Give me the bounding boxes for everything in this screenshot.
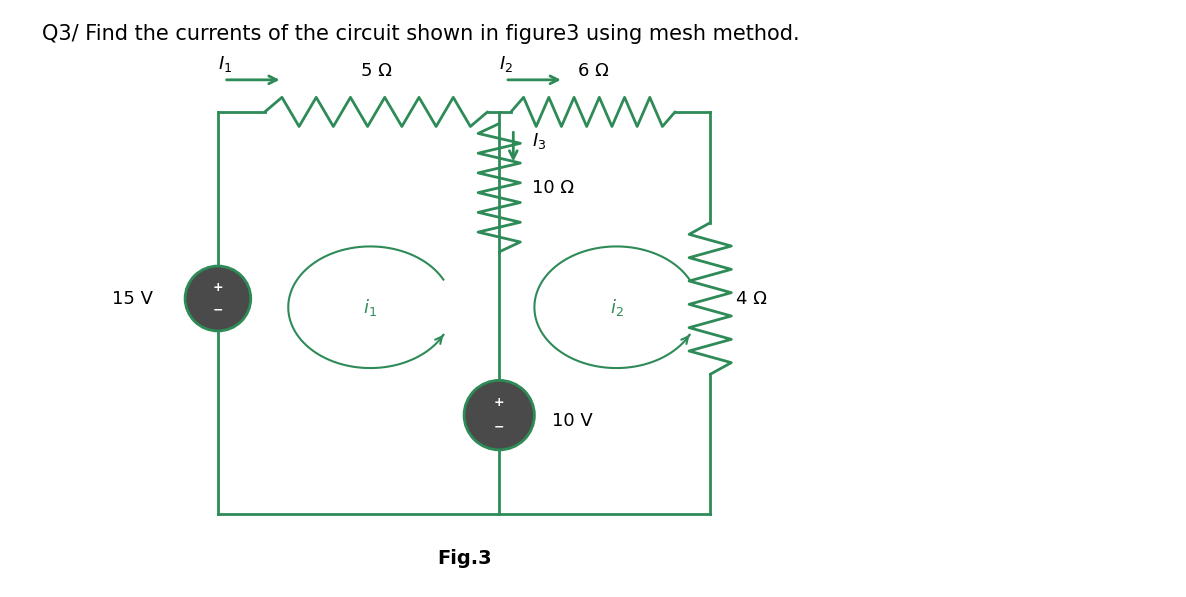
Text: Fig.3: Fig.3 xyxy=(436,549,491,568)
Text: −: − xyxy=(212,303,223,316)
Text: 10 Ω: 10 Ω xyxy=(533,179,574,196)
Text: $i_2$: $i_2$ xyxy=(610,297,624,318)
Text: +: + xyxy=(212,281,223,294)
Text: $i_1$: $i_1$ xyxy=(363,297,377,318)
Ellipse shape xyxy=(185,266,250,331)
Text: $I_3$: $I_3$ xyxy=(533,131,547,151)
Text: +: + xyxy=(493,396,504,410)
Text: 5 Ω: 5 Ω xyxy=(361,62,391,80)
Text: 10 V: 10 V xyxy=(551,412,593,430)
Text: $I_2$: $I_2$ xyxy=(499,54,514,74)
Text: −: − xyxy=(495,421,504,434)
Text: Q3/ Find the currents of the circuit shown in figure3 using mesh method.: Q3/ Find the currents of the circuit sho… xyxy=(43,24,799,44)
Text: 4 Ω: 4 Ω xyxy=(737,290,767,307)
Ellipse shape xyxy=(464,380,535,450)
Text: 6 Ω: 6 Ω xyxy=(578,62,608,80)
Text: 15 V: 15 V xyxy=(113,290,153,307)
Text: $I_1$: $I_1$ xyxy=(218,54,232,74)
